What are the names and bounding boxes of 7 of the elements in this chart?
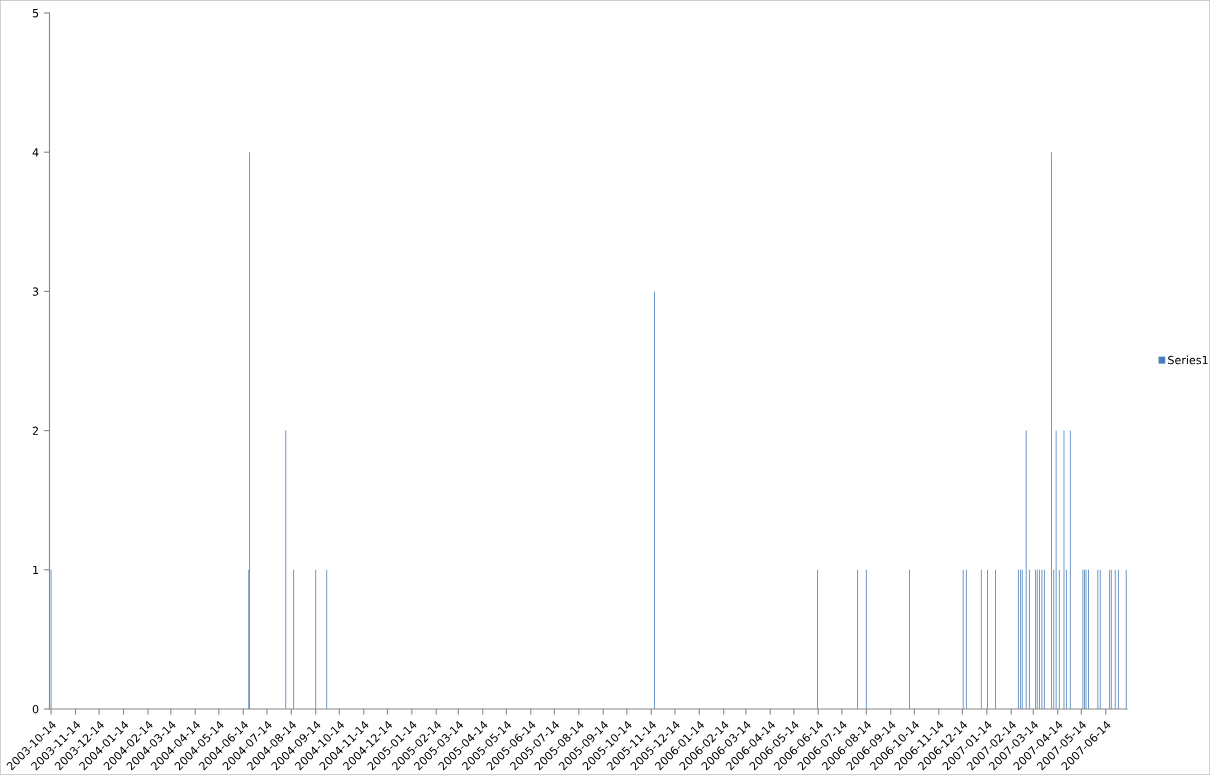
y-tick-label: 1: [33, 565, 39, 575]
y-tick-label: 5: [32, 9, 39, 18]
y-tick-label: 2: [32, 426, 38, 435]
y-tick-label: 3: [32, 287, 39, 296]
y-tick-label: 0: [32, 704, 39, 714]
legend-label: Series1: [1168, 355, 1208, 365]
y-tick-label: 4: [32, 148, 39, 157]
